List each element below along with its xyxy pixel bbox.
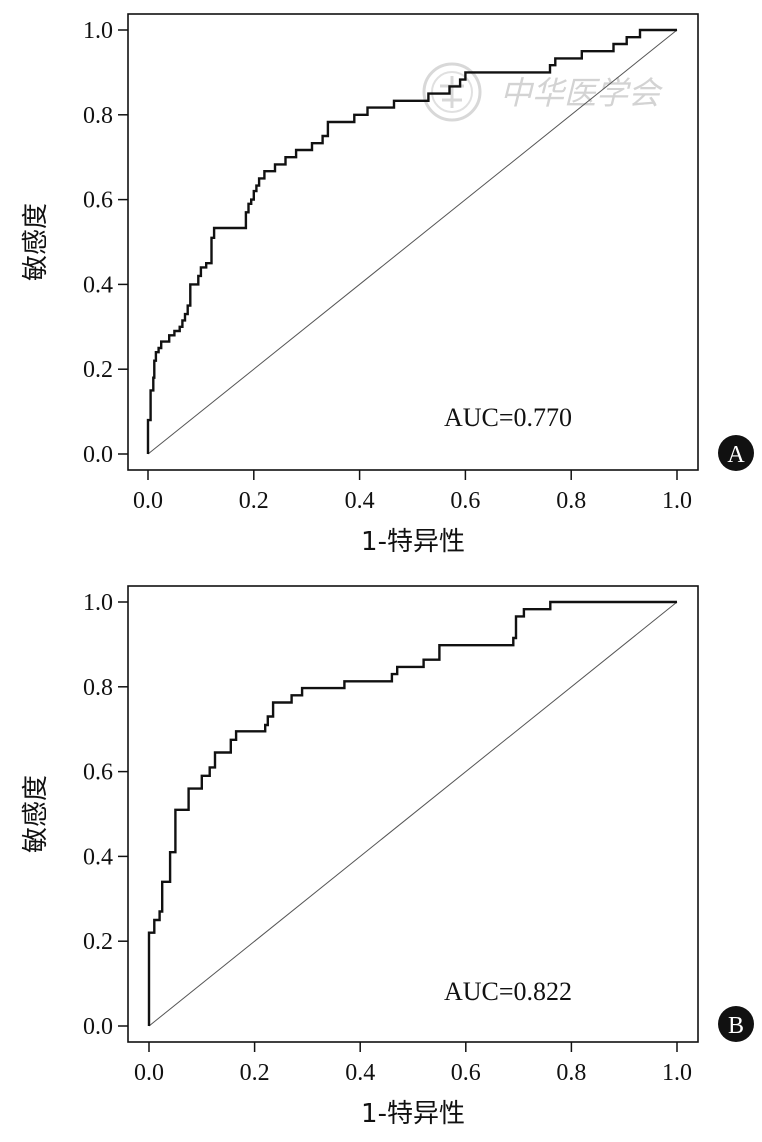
y-axis-label: 敏感度 <box>21 203 51 281</box>
axis-ticks: 0.0 0.2 0.4 0.6 0.8 1.0 0.0 0.2 0.4 0.6 0.8 1.0 <box>83 18 692 514</box>
auc-annotation: AUC=0.822 <box>444 977 572 1006</box>
watermark-text: 中华医学会 <box>500 74 663 112</box>
plot-frame <box>127 585 699 1043</box>
x-tick-label: 0.0 <box>133 488 163 514</box>
panel-label: B <box>728 1013 744 1039</box>
y-tick-label: 0.4 <box>83 272 113 298</box>
auc-annotation: AUC=0.770 <box>444 403 572 432</box>
y-tick-label: 0.8 <box>83 103 113 129</box>
reference-diagonal-line <box>147 29 678 455</box>
y-tick-label: 1.0 <box>83 590 113 616</box>
x-tick-label: 0.6 <box>450 488 480 514</box>
panel-badge: A <box>718 435 754 471</box>
panel-a: 0.0 0.2 0.4 0.6 0.8 1.0 0.0 0.2 0.4 0.6 0.8 1.0 AUC… <box>21 13 754 557</box>
plot-frame <box>127 13 699 471</box>
y-tick-label: 1.0 <box>83 18 113 44</box>
watermark: 中华医学会 <box>422 62 663 122</box>
x-tick-label: 0.8 <box>556 1060 586 1086</box>
y-tick-label: 0.0 <box>83 1014 113 1040</box>
x-tick-label: 0.2 <box>240 1060 270 1086</box>
panel-label: A <box>727 442 745 468</box>
x-tick-label: 0.2 <box>239 488 269 514</box>
y-tick-label: 0.2 <box>83 357 113 383</box>
x-tick-label: 1.0 <box>662 1060 692 1086</box>
reference-diagonal-line <box>148 601 678 1027</box>
y-tick-label: 0.6 <box>83 760 113 786</box>
y-tick-label: 0.2 <box>83 929 113 955</box>
x-axis-label: 1-特异性 <box>361 527 465 557</box>
y-tick-label: 0.6 <box>83 188 113 214</box>
watermark-seal-icon <box>422 62 482 122</box>
roc-curve <box>146 28 677 454</box>
x-tick-label: 1.0 <box>662 488 692 514</box>
x-axis-label: 1-特异性 <box>361 1099 465 1129</box>
y-tick-label: 0.0 <box>83 442 113 468</box>
panel-badge: B <box>718 1006 754 1042</box>
y-axis-label: 敏感度 <box>21 775 51 853</box>
axis-ticks: 0.0 0.2 0.4 0.6 0.8 1.0 0.0 0.2 0.4 0.6 0.8 1.0 <box>83 590 692 1086</box>
x-tick-label: 0.0 <box>134 1060 164 1086</box>
roc-curve <box>147 600 677 1026</box>
x-tick-label: 0.6 <box>451 1060 481 1086</box>
x-tick-label: 0.4 <box>345 1060 375 1086</box>
y-tick-label: 0.8 <box>83 675 113 701</box>
panel-b: 0.0 0.2 0.4 0.6 0.8 1.0 0.0 0.2 0.4 0.6 0.8 1.0 AUC… <box>21 585 754 1129</box>
y-tick-label: 0.4 <box>83 844 113 870</box>
x-tick-label: 0.8 <box>556 488 586 514</box>
x-tick-label: 0.4 <box>345 488 375 514</box>
